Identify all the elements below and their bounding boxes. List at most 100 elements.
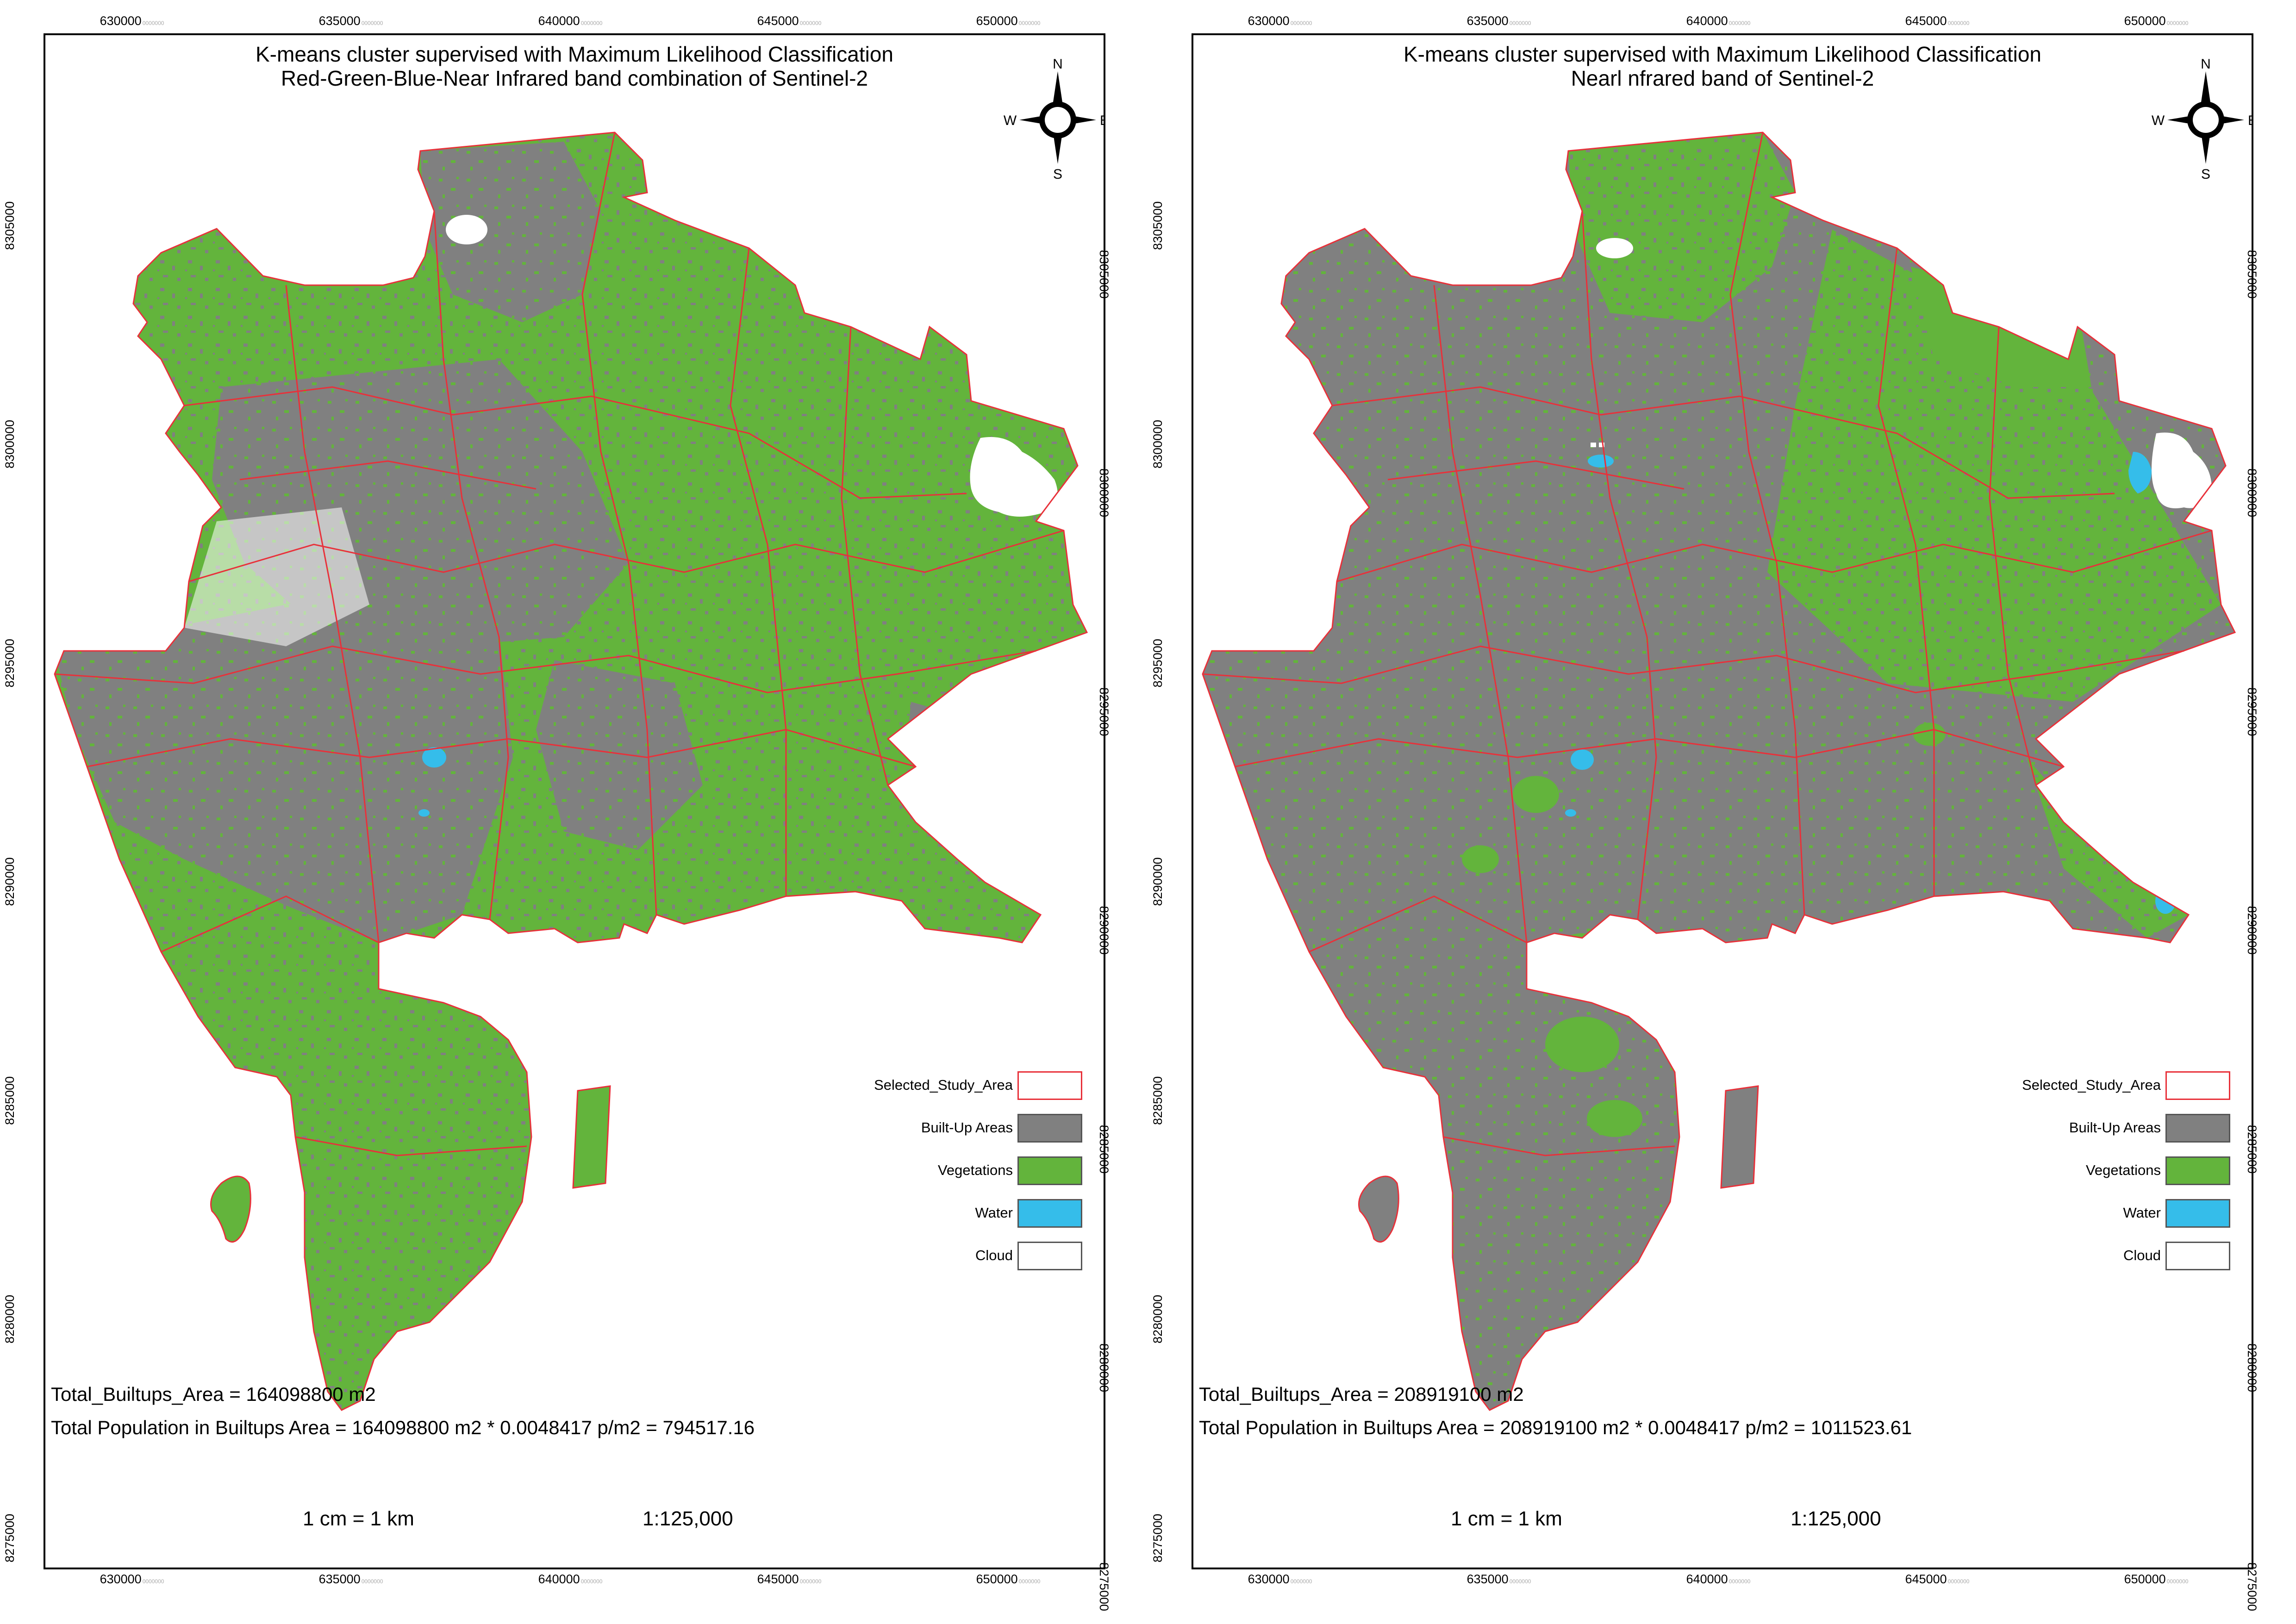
map-panel-nir: 630000 0000000 635000 0000000 640000 000000… — [1148, 0, 2296, 1624]
x-tick-bottom: 630000 0000000 — [100, 1572, 164, 1586]
y-tick-right: 8290000 — [1097, 906, 1111, 955]
cloud-patch — [184, 507, 369, 646]
map-frame: K-means cluster supervised with Maximum … — [1192, 33, 2253, 1569]
y-tick-right: 8280000 — [1097, 1343, 1111, 1393]
x-tick-bottom: 640000 0000000 — [538, 1572, 603, 1586]
study-area-islet — [210, 1175, 251, 1243]
north-label: N — [1053, 56, 1063, 72]
y-tick-left: 8275000 — [1151, 1513, 1165, 1562]
y-tick-left: 8305000 — [1151, 201, 1165, 250]
cloud-patch — [970, 437, 1058, 517]
legend-label: Vegetations — [2085, 1162, 2161, 1178]
legend-label: Water — [975, 1205, 1013, 1221]
x-tick-bottom: 650000 0000000 — [2124, 1572, 2189, 1586]
map-frame: K-means cluster supervised with Maximum … — [44, 33, 1105, 1569]
y-tick-right: 8295000 — [2245, 687, 2259, 737]
vegetation-zone — [1767, 230, 2221, 702]
legend-label: Built-Up Areas — [2069, 1119, 2161, 1136]
y-tick-right: 8295000 — [1097, 687, 1111, 737]
legend-label: Water — [2123, 1205, 2161, 1221]
study-area-boundaries — [54, 131, 1088, 1411]
cloud-patch — [2152, 432, 2212, 508]
total-builtups-area: Total_Builtups_Area = 208919100 m2 — [1199, 1383, 1524, 1405]
x-tick-top: 650000 0000000 — [976, 14, 1041, 28]
legend-label: Cloud — [975, 1247, 1013, 1263]
y-tick-left: 8295000 — [1151, 638, 1165, 687]
legend-item-built-up: Built-Up Areas — [1980, 1114, 2240, 1146]
x-tick-top: 630000 0000000 — [100, 14, 164, 28]
scale-text: 1 cm = 1 km — [1451, 1507, 1562, 1530]
legend-item-cloud: Cloud — [1980, 1242, 2240, 1274]
classification-map — [1202, 131, 2236, 1411]
legend-swatch-built-up — [1017, 1114, 1082, 1143]
map-title-line-2: Red-Green-Blue-Near Infrared band combin… — [281, 66, 868, 90]
legend-item-vegetation: Vegetations — [832, 1156, 1092, 1189]
legend-item-built-up: Built-Up Areas — [832, 1114, 1092, 1146]
legend-item-vegetation: Vegetations — [1980, 1156, 2240, 1189]
water-body — [1588, 455, 1614, 468]
y-tick-right: 8290000 — [2245, 906, 2259, 955]
y-tick-left: 8285000 — [1151, 1076, 1165, 1125]
west-label: W — [1004, 113, 1017, 128]
compass-rose-icon: N S W E — [1004, 56, 1104, 182]
x-tick-bottom: 640000 0000000 — [1686, 1572, 1751, 1586]
x-tick-bottom: 645000 0000000 — [1905, 1572, 1970, 1586]
y-tick-right: 8280000 — [2245, 1343, 2259, 1393]
statistics-block: Total_Builtups_Area = 164098800 m2 Total… — [51, 1378, 755, 1444]
water-body — [1565, 809, 1576, 817]
y-tick-left: 8285000 — [3, 1076, 17, 1125]
scale-text: 1 cm = 1 km — [303, 1507, 414, 1530]
y-tick-right: 8300000 — [1097, 468, 1111, 518]
x-tick-top: 640000 0000000 — [538, 14, 603, 28]
vegetation-zone — [1513, 776, 1559, 813]
legend-swatch-vegetation — [2165, 1156, 2230, 1185]
legend-label: Selected_Study_Area — [874, 1077, 1013, 1093]
cloud-patch — [1599, 443, 1604, 447]
y-tick-right: 8300000 — [2245, 468, 2259, 518]
scale-ratio: 1:125,000 — [643, 1507, 733, 1530]
x-tick-bottom: 635000 0000000 — [318, 1572, 383, 1586]
water-body — [422, 747, 446, 768]
legend-label: Selected_Study_Area — [2022, 1077, 2161, 1093]
x-tick-top: 650000 0000000 — [2124, 14, 2189, 28]
total-builtups-area: Total_Builtups_Area = 164098800 m2 — [51, 1383, 376, 1405]
statistics-block: Total_Builtups_Area = 208919100 m2 Total… — [1199, 1378, 1912, 1444]
y-tick-left: 8300000 — [1151, 419, 1165, 468]
y-tick-right: 8275000 — [1097, 1562, 1111, 1612]
x-tick-bottom: 630000 0000000 — [1248, 1572, 1312, 1586]
y-tick-right: 8305000 — [1097, 250, 1111, 299]
vegetation-zone — [1462, 845, 1499, 873]
legend-label: Vegetations — [937, 1162, 1013, 1178]
y-tick-left: 8300000 — [3, 419, 17, 468]
vegetation-zone — [1587, 1100, 1642, 1137]
y-tick-left: 8275000 — [3, 1513, 17, 1562]
map-panel-rgbnir: 630000 0000000 635000 0000000 640000 000000… — [3, 14, 1111, 1612]
y-tick-left: 8280000 — [3, 1294, 17, 1343]
vegetation-zone — [2027, 757, 2189, 938]
x-tick-top: 645000 0000000 — [757, 14, 822, 28]
legend-swatch-cloud — [1017, 1242, 1082, 1270]
south-label: S — [1053, 167, 1062, 182]
vegetation-zone — [1550, 933, 1615, 989]
y-tick-right: 8285000 — [2245, 1125, 2259, 1174]
water-body — [1571, 750, 1594, 770]
legend-swatch-cloud — [2165, 1242, 2230, 1270]
legend-swatch-vegetation — [1017, 1156, 1082, 1185]
x-tick-top: 645000 0000000 — [1905, 14, 1970, 28]
legend-label: Cloud — [2123, 1247, 2161, 1263]
x-tick-bottom: 645000 0000000 — [757, 1572, 822, 1586]
legend-swatch-built-up — [2165, 1114, 2230, 1143]
water-body — [2128, 452, 2152, 493]
x-tick-top: 630000 0000000 — [1248, 14, 1312, 28]
cloud-patch — [1591, 443, 1596, 447]
legend-swatch-water — [1017, 1199, 1082, 1228]
classification-map — [54, 131, 1088, 1411]
total-population: Total Population in Builtups Area = 1640… — [51, 1417, 755, 1438]
map-title-line-1: K-means cluster supervised with Maximum … — [256, 42, 893, 66]
y-tick-right: 8285000 — [1097, 1125, 1111, 1174]
study-area-boundaries — [1202, 131, 2236, 1411]
water-body — [2108, 681, 2121, 690]
x-tick-top: 635000 0000000 — [1466, 14, 1531, 28]
total-population: Total Population in Builtups Area = 2089… — [1199, 1417, 1912, 1438]
y-tick-left: 8290000 — [3, 857, 17, 906]
